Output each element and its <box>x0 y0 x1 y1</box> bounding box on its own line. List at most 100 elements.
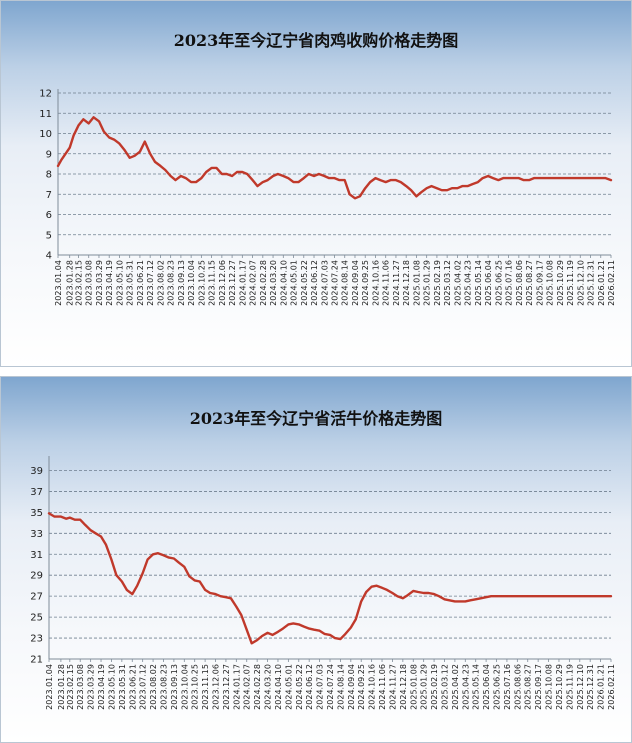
x-tick-label: 2024.08.14 <box>336 664 345 710</box>
data-point <box>574 177 576 179</box>
data-point <box>221 173 223 175</box>
data-point <box>464 600 466 602</box>
data-point <box>594 177 597 179</box>
x-tick-label: 2023.02.15 <box>74 260 83 306</box>
data-point <box>349 193 351 195</box>
x-tick-label: 2023.04.19 <box>97 664 106 710</box>
x-tick-label: 2026.02.11 <box>607 260 616 306</box>
data-point <box>344 179 346 181</box>
data-point <box>77 124 80 126</box>
data-point <box>108 136 110 139</box>
data-point <box>219 595 222 597</box>
data-point <box>178 562 180 564</box>
data-point <box>386 589 388 591</box>
data-point <box>538 177 540 179</box>
x-tick-label: 2025.10.08 <box>546 260 555 306</box>
data-point <box>308 628 310 630</box>
data-point <box>225 596 227 598</box>
x-tick-label: 2024.05.01 <box>284 664 293 710</box>
x-tick-label: 2024.02.28 <box>259 260 268 306</box>
data-point <box>313 629 315 631</box>
data-point <box>287 177 289 179</box>
data-point <box>381 587 383 589</box>
data-point <box>298 623 300 625</box>
x-tick-label: 2023.02.15 <box>66 664 75 710</box>
data-point <box>446 189 448 191</box>
x-tick-label: 2025.07.16 <box>503 664 512 710</box>
data-point <box>147 558 149 561</box>
data-point <box>319 630 321 632</box>
x-tick-label: 2024.07.24 <box>326 664 335 710</box>
data-point <box>490 595 492 597</box>
data-point <box>477 181 479 183</box>
data-point <box>438 595 440 597</box>
chicken-price-chart-panel: 2023年至今辽宁省肉鸡收购价格走势图 4 5 6 7 8 9 10 11 12 2023.01.… <box>0 0 632 367</box>
data-point <box>90 529 92 531</box>
x-tick-label: 2024.11.06 <box>382 260 391 306</box>
data-point <box>277 173 279 175</box>
cattle-price-chart-panel: 2023年至今辽宁省活牛价格走势图 21 23 25 27 29 31 33 35 37 39 20… <box>0 376 632 743</box>
y-tick-label: 7 <box>46 190 52 201</box>
data-point <box>185 177 187 179</box>
data-point <box>110 558 112 561</box>
data-point <box>271 634 274 636</box>
x-tick-label: 2024.11.06 <box>378 664 387 710</box>
data-point <box>391 592 393 594</box>
data-point <box>549 177 551 179</box>
data-point <box>471 183 474 185</box>
x-tick-label: 2025.01.29 <box>420 664 429 710</box>
x-tick-label: 2023.10.25 <box>191 664 200 710</box>
data-point <box>126 589 128 591</box>
data-point <box>402 597 404 599</box>
x-tick-label: 2023.05.31 <box>126 260 135 306</box>
data-point <box>199 580 201 583</box>
y-tick-label: 6 <box>46 210 52 221</box>
x-tick-label: 2024.01.17 <box>238 260 247 306</box>
x-tick-label: 2024.01.17 <box>232 664 241 710</box>
data-point <box>480 597 482 599</box>
y-tick-label: 5 <box>46 230 52 241</box>
data-point <box>495 595 498 597</box>
data-point <box>492 177 494 179</box>
data-point <box>173 557 175 560</box>
data-point <box>461 185 463 187</box>
x-tick-label: 2024.09.25 <box>357 664 366 710</box>
x-tick-label: 2025.12.31 <box>586 664 595 710</box>
y-tick-label: 10 <box>39 129 52 140</box>
data-point <box>516 595 518 597</box>
data-point <box>157 552 159 554</box>
x-tick-label: 2023.03.29 <box>95 260 104 306</box>
x-tick-label: 2023.03.08 <box>85 260 94 306</box>
data-point <box>467 185 469 187</box>
data-point <box>379 179 381 181</box>
data-point <box>456 187 458 189</box>
data-point <box>364 187 366 189</box>
x-tick-label: 2024.03.20 <box>264 664 273 710</box>
data-point <box>292 622 294 624</box>
x-tick-label: 2023.08.02 <box>149 664 158 710</box>
x-tick-label: 2025.06.04 <box>484 260 493 306</box>
data-point <box>610 179 612 181</box>
data-point <box>512 177 515 179</box>
x-tick-label: 2023.11.15 <box>201 664 210 710</box>
y-tick-label: 31 <box>30 550 43 561</box>
data-point <box>355 618 357 620</box>
data-point <box>395 179 397 181</box>
data-point <box>482 177 484 179</box>
data-point <box>564 177 566 179</box>
data-point <box>487 175 489 177</box>
data-point <box>180 175 182 177</box>
x-tick-label: 2023.06.21 <box>136 260 145 306</box>
x-tick-label: 2023.05.31 <box>118 664 127 710</box>
x-tick-label: 2024.06.12 <box>310 260 319 306</box>
data-point <box>84 524 86 526</box>
data-point <box>329 634 331 636</box>
data-point <box>552 595 555 597</box>
x-tick-label: 2024.05.01 <box>290 260 299 306</box>
x-tick-label: 2026.01.21 <box>597 664 606 710</box>
data-point <box>390 179 392 181</box>
data-point <box>600 177 602 179</box>
data-point <box>167 556 169 558</box>
data-point <box>267 632 269 634</box>
data-point <box>230 597 232 599</box>
